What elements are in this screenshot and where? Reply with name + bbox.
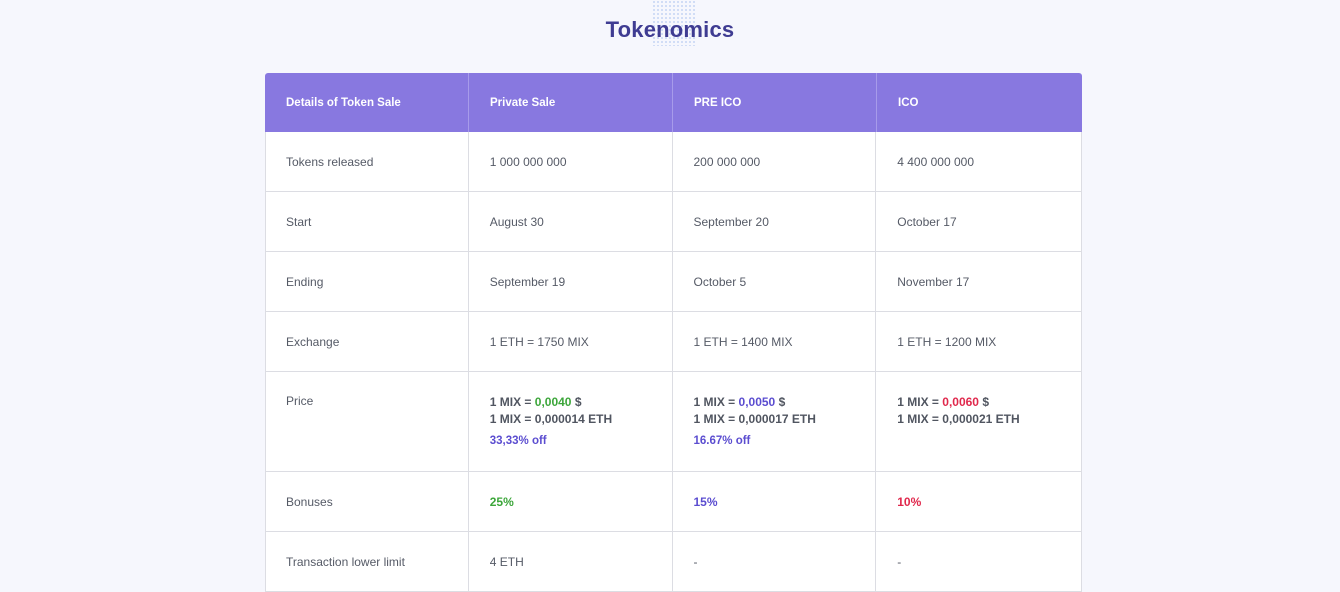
token-sale-table: Details of Token Sale Private Sale PRE I… [265,73,1082,592]
price-suffix: $ [775,395,786,409]
price-usd: 1 MIX = 0,0040 $ [490,394,582,411]
table-header: Details of Token Sale Private Sale PRE I… [265,73,1082,132]
row-label: Start [265,192,469,251]
price-usd-value: 0,0050 [738,395,776,409]
price-usd: 1 MIX = 0,0050 $ [694,394,786,411]
row-label: Transaction lower limit [265,532,469,591]
header-cell-pre-ico: PRE ICO [673,73,877,132]
cell-pre-ico: - [673,532,877,591]
row-label: Exchange [265,312,469,371]
row-label: Ending [265,252,469,311]
cell-ico: 1 ETH = 1200 MIX [897,334,997,349]
cell-ico: 4 400 000 000 [897,154,974,169]
cell-ico: October 17 [897,214,957,229]
cell-private-sale: 1 MIX = 0,0040 $ 1 MIX = 0,000014 ETH 33… [469,372,673,471]
cell-private-sale: September 19 [469,252,673,311]
price-prefix: 1 MIX = [489,395,535,409]
cell-pre-ico: 200 000 000 [673,132,877,191]
price-prefix: 1 MIX = [693,395,739,409]
table-row-transaction-limit: Transaction lower limit 4 ETH - - [265,532,1082,592]
price-suffix: $ [571,395,582,409]
cell-pre-ico: 15% [673,472,877,531]
price-usd-value: 0,0040 [534,395,572,409]
row-label: Price [265,372,469,471]
cell-private-sale: 25% [469,472,673,531]
cell-ico: November 17 [897,274,970,289]
table-row-bonuses: Bonuses 25% 15% 10% [265,472,1082,532]
cell-ico: - [897,554,902,569]
cell-ico: 1 MIX = 0,0060 $ 1 MIX = 0,000021 ETH [876,372,1081,471]
cell-pre-ico: 1 ETH = 1400 MIX [673,312,877,371]
cell-private-sale: August 30 [469,192,673,251]
discount-label: 33,33% off [489,435,547,447]
cell-pre-ico: 1 MIX = 0,0050 $ 1 MIX = 0,000017 ETH 16… [673,372,877,471]
header-cell-details: Details of Token Sale [265,73,469,132]
cell-private-sale: 1 000 000 000 [469,132,673,191]
discount-label: 16.67% off [693,435,751,447]
row-label: Bonuses [265,472,469,531]
header-cell-private-sale: Private Sale [469,73,673,132]
price-eth: 1 MIX = 0,000017 ETH [693,412,816,426]
table-row-exchange: Exchange 1 ETH = 1750 MIX 1 ETH = 1400 M… [265,312,1082,372]
price-usd: 1 MIX = 0,0060 $ [897,394,989,411]
table-row-price: Price 1 MIX = 0,0040 $ 1 MIX = 0,000014 … [265,372,1082,472]
price-suffix: $ [978,395,989,409]
price-usd-value: 0,0060 [942,395,979,409]
cell-pre-ico: September 20 [673,192,877,251]
decorative-dots [652,0,696,46]
price-eth: 1 MIX = 0,000014 ETH [489,412,613,426]
table-row-tokens-released: Tokens released 1 000 000 000 200 000 00… [265,132,1082,192]
row-label: Tokens released [265,132,469,191]
section-title: Tokenomics [605,17,735,42]
cell-private-sale: 4 ETH [469,532,673,591]
cell-private-sale: 1 ETH = 1750 MIX [469,312,673,371]
table-row-start: Start August 30 September 20 October 17 [265,192,1082,252]
table-row-ending: Ending September 19 October 5 November 1… [265,252,1082,312]
cell-pre-ico: October 5 [673,252,877,311]
price-eth: 1 MIX = 0,000021 ETH [897,412,1020,426]
header-cell-ico: ICO [898,96,919,109]
cell-ico: 10% [897,494,922,509]
price-prefix: 1 MIX = [897,395,943,409]
